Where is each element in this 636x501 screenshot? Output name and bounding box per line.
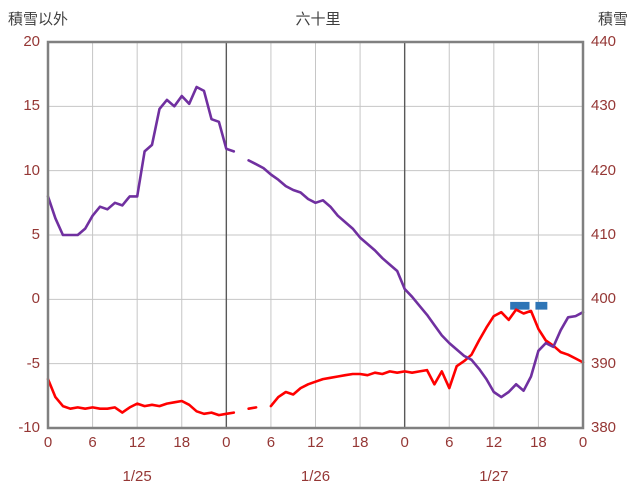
y-left-tick-label: 20 xyxy=(23,33,40,50)
series-line-purple xyxy=(46,85,585,399)
x-tick-label: 0 xyxy=(578,434,588,451)
right-axis-title: 積雪 xyxy=(597,11,628,28)
day-label: 1/27 xyxy=(479,468,509,485)
x-tick-label: 18 xyxy=(173,434,191,451)
x-tick-label: 6 xyxy=(266,434,276,451)
y-left-tick-label: -5 xyxy=(26,354,40,372)
y-right-tick-label: 420 xyxy=(591,161,617,179)
y-left-tick-label: 5 xyxy=(31,226,40,243)
day-label: 1/26 xyxy=(300,468,331,485)
x-tick-label: 0 xyxy=(43,434,53,451)
y-right-tick-label: 380 xyxy=(591,419,617,436)
x-tick-label: 12 xyxy=(128,434,146,451)
plot-border xyxy=(46,40,585,430)
x-tick-label: 18 xyxy=(530,434,547,451)
y-left-tick-label: 0 xyxy=(31,290,40,308)
y-right-tick-label: 410 xyxy=(591,226,617,243)
x-tick-label: 6 xyxy=(445,434,454,451)
y-right-tick-label: 440 xyxy=(591,33,617,50)
chart-title: 六十里 xyxy=(295,11,341,28)
left-axis-title: 積雪以外 xyxy=(8,11,69,28)
x-tick-label: 0 xyxy=(222,434,231,451)
series-line-red xyxy=(46,308,585,417)
y-right-tick-label: 390 xyxy=(591,354,617,372)
marker-bar xyxy=(535,301,548,310)
y-left-tick-label: -10 xyxy=(18,419,40,436)
y-left-tick-label: 15 xyxy=(23,97,40,115)
y-left-tick-label: 10 xyxy=(23,161,40,179)
marker-bar xyxy=(510,301,530,310)
x-tick-label: 18 xyxy=(351,434,369,451)
y-right-tick-label: 400 xyxy=(591,290,617,308)
x-tick-label: 12 xyxy=(307,434,324,451)
y-right-tick-label: 430 xyxy=(591,97,617,115)
day-label: 1/25 xyxy=(122,468,152,485)
x-tick-label: 0 xyxy=(400,434,409,451)
x-tick-label: 6 xyxy=(88,434,97,451)
x-tick-label: 12 xyxy=(485,434,503,451)
